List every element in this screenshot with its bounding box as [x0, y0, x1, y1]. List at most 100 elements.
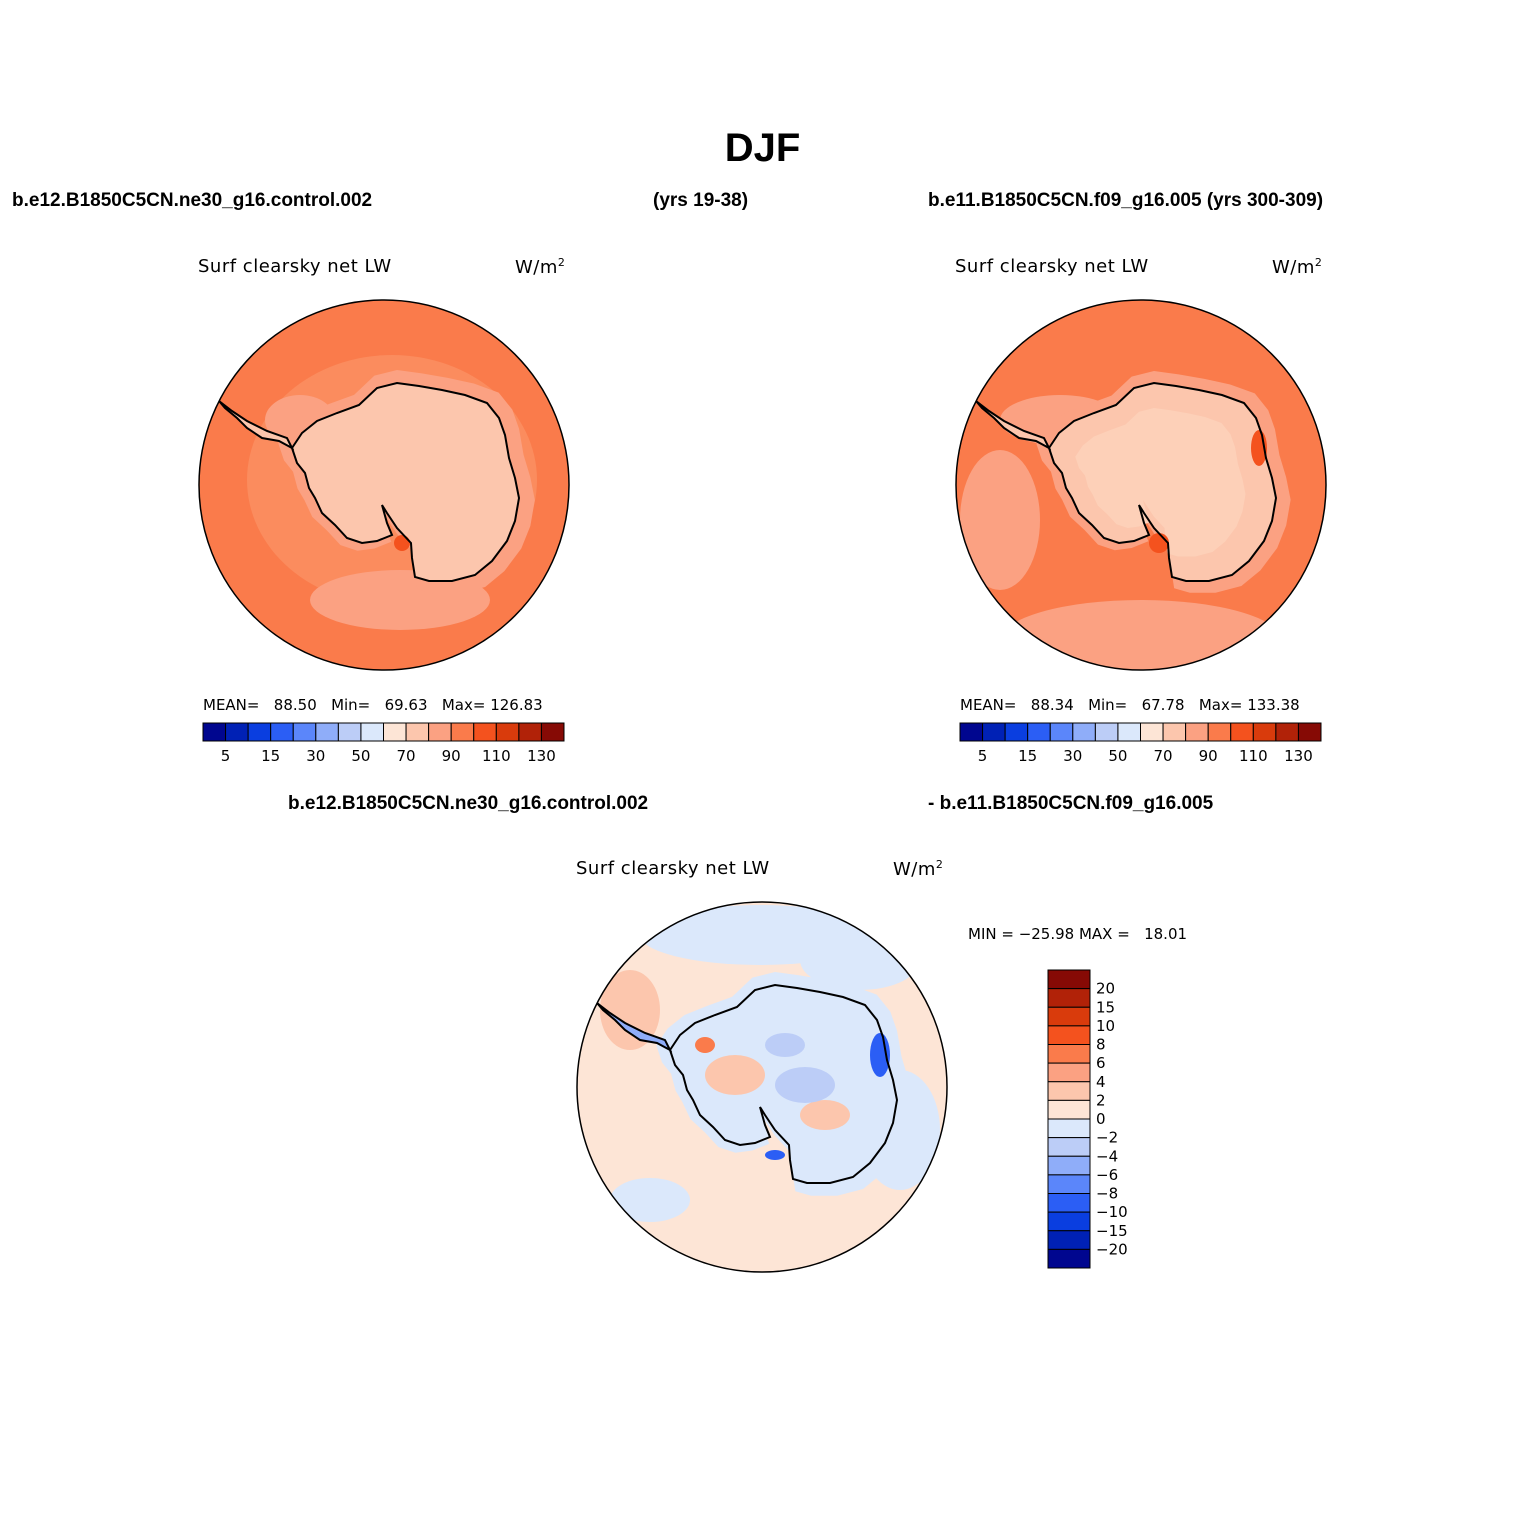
- colorbar3-swatch: [1047, 1174, 1091, 1194]
- colorbar1-swatch: [337, 722, 362, 742]
- case-a-years: (yrs 19-38): [653, 190, 749, 211]
- panel1-stats: MEAN= 88.50 Min= 69.63 Max= 126.83: [203, 696, 543, 714]
- map-panel-3: [577, 902, 947, 1272]
- colorbar3-swatch: [1047, 988, 1091, 1008]
- colorbar3-tick-label: 15: [1096, 998, 1115, 1016]
- colorbar2-swatch: [1230, 722, 1254, 742]
- colorbar2-swatch: [1207, 722, 1232, 742]
- colorbar1-swatch: [518, 722, 542, 742]
- colorbar1-tick-label: 110: [482, 747, 511, 765]
- case-a-label: b.e12.B1850C5CN.ne30_g16.control.002: [12, 190, 373, 211]
- colorbar3-swatch: [1047, 1062, 1091, 1083]
- colorbar3-swatch: [1047, 1137, 1091, 1157]
- colorbar1-tick-label: 5: [221, 747, 231, 765]
- colorbar1-swatch: [473, 722, 497, 742]
- colorbar1-swatch: [428, 722, 452, 742]
- colorbar-panel-2: 5 15 30 50 70 90 110 130: [959, 722, 1322, 765]
- colorbar3-tick-label: 10: [1096, 1017, 1115, 1035]
- colorbar3-tick-label: −2: [1096, 1129, 1118, 1147]
- colorbar3-swatch: [1047, 1006, 1091, 1027]
- diff-case-b-label: - b.e11.B1850C5CN.f09_g16.005: [928, 793, 1214, 814]
- colorbar3-tick-label: 0: [1096, 1110, 1106, 1128]
- colorbar2-tick-label: 5: [978, 747, 988, 765]
- colorbar3-tick-label: 6: [1096, 1054, 1106, 1072]
- colorbar3-swatch: [1047, 1118, 1091, 1139]
- map3-border: [576, 901, 948, 1273]
- colorbar2-swatch: [1252, 722, 1277, 742]
- colorbar1-swatch: [540, 722, 565, 742]
- colorbar3-tick-label: −15: [1096, 1222, 1128, 1240]
- colorbar1-tick-label: 30: [306, 747, 325, 765]
- colorbar3-swatch: [1047, 1025, 1091, 1045]
- panel3-units: W/m2: [893, 858, 944, 880]
- colorbar1-swatch: [315, 722, 339, 742]
- colorbar1-swatch: [202, 722, 227, 742]
- colorbar1-swatch: [360, 722, 384, 742]
- colorbar1-swatch: [247, 722, 272, 742]
- colorbar1-swatch: [225, 722, 249, 742]
- colorbar2-swatch: [1027, 722, 1051, 742]
- colorbar2-swatch: [1140, 722, 1164, 742]
- panel2-title: Surf clearsky net LW: [955, 256, 1149, 277]
- panel1-units: W/m2: [515, 256, 566, 278]
- map-panel-1: [199, 300, 569, 670]
- colorbar3-swatch: [1047, 1044, 1091, 1064]
- colorbar3-tick-label: −10: [1096, 1203, 1128, 1221]
- panel2-stats: MEAN= 88.34 Min= 67.78 Max= 133.38: [960, 696, 1300, 714]
- map-panel-2: [956, 300, 1326, 670]
- colorbar3-tick-label: −4: [1096, 1147, 1118, 1165]
- colorbar2-tick-label: 110: [1239, 747, 1268, 765]
- colorbar3-swatch: [1047, 1155, 1091, 1176]
- colorbar2-tick-label: 130: [1284, 747, 1313, 765]
- colorbar2-tick-label: 90: [1199, 747, 1218, 765]
- diff-case-a-label: b.e12.B1850C5CN.ne30_g16.control.002: [288, 793, 649, 814]
- colorbar3-tick-label: 4: [1096, 1073, 1106, 1091]
- colorbar1-tick-label: 90: [442, 747, 461, 765]
- colorbar2-swatch: [959, 722, 984, 742]
- colorbar-panel-1: 5 15 30 50 70 90 110 130: [202, 722, 565, 765]
- colorbar3-swatch: [1047, 1193, 1091, 1213]
- colorbar1-swatch: [495, 722, 520, 742]
- colorbar2-tick-label: 70: [1154, 747, 1173, 765]
- colorbar2-swatch: [1117, 722, 1141, 742]
- case-b-label: b.e11.B1850C5CN.f09_g16.005 (yrs 300-309…: [928, 190, 1324, 211]
- colorbar2-swatch: [1185, 722, 1209, 742]
- colorbar2-tick-label: 50: [1108, 747, 1127, 765]
- colorbar3-tick-label: 20: [1096, 980, 1115, 998]
- colorbar1-swatch: [405, 722, 430, 742]
- colorbar2-swatch: [1094, 722, 1119, 742]
- figure-title: DJF: [724, 126, 801, 170]
- panel3-minmax: MIN = −25.98 MAX = 18.01: [968, 925, 1188, 943]
- colorbar3-swatch: [1047, 1099, 1091, 1120]
- panel3-title: Surf clearsky net LW: [576, 858, 770, 879]
- colorbar3-tick-label: 2: [1096, 1091, 1106, 1109]
- colorbar2-swatch: [1049, 722, 1074, 742]
- colorbar3-swatch: [1047, 1248, 1091, 1269]
- map2-border: [955, 299, 1327, 671]
- colorbar3-swatch: [1047, 1211, 1091, 1232]
- colorbar2-tick-label: 30: [1063, 747, 1082, 765]
- panel2-units: W/m2: [1272, 256, 1323, 278]
- colorbar3-tick-label: −8: [1096, 1185, 1118, 1203]
- colorbar2-swatch: [1004, 722, 1029, 742]
- colorbar1-swatch: [450, 722, 475, 742]
- colorbar1-tick-label: 15: [261, 747, 280, 765]
- colorbar3-swatch: [1047, 969, 1091, 990]
- colorbar2-swatch: [1297, 722, 1322, 742]
- colorbar2-tick-label: 15: [1018, 747, 1037, 765]
- colorbar2-swatch: [1072, 722, 1096, 742]
- colorbar2-swatch: [1162, 722, 1187, 742]
- colorbar1-tick-label: 50: [351, 747, 370, 765]
- colorbar2-swatch: [982, 722, 1006, 742]
- colorbar1-tick-label: 130: [527, 747, 556, 765]
- colorbar1-swatch: [270, 722, 294, 742]
- colorbar3-tick-label: −20: [1096, 1240, 1128, 1258]
- colorbar2-swatch: [1275, 722, 1299, 742]
- colorbar1-swatch: [383, 722, 407, 742]
- colorbar3-tick-label: −6: [1096, 1166, 1118, 1184]
- colorbar3-tick-label: 8: [1096, 1036, 1106, 1054]
- colorbar1-tick-label: 70: [397, 747, 416, 765]
- colorbar3-swatch: [1047, 1230, 1091, 1250]
